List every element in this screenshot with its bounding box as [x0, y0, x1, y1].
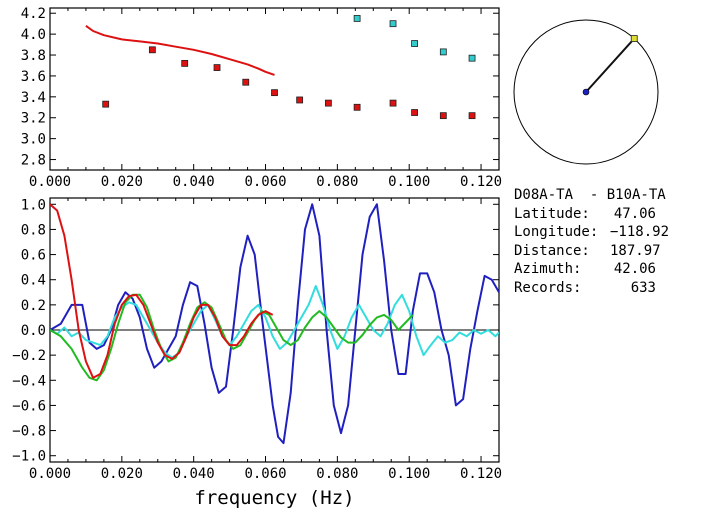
x-tick-label: 0.100	[388, 466, 430, 482]
y-tick-label: 1.0	[21, 197, 46, 213]
y-tick-label: 4.2	[21, 6, 46, 22]
y-tick-label: 0.2	[21, 298, 46, 314]
distance-row: Distance: 187.97	[514, 242, 703, 261]
azimuth-row: Azimuth: 42.06	[514, 260, 703, 279]
y-tick-label: 0.4	[21, 273, 46, 289]
series-line-2	[50, 293, 414, 382]
station-info-panel: D08A-TA - B10A-TA Latitude: 47.06 Longitu…	[514, 186, 703, 297]
data-point	[389, 20, 397, 28]
y-tick-label: 2.8	[21, 153, 46, 169]
x-tick-label: 0.080	[316, 174, 358, 190]
azimuth-pointer	[585, 37, 635, 93]
data-point	[353, 15, 361, 22]
top-series	[85, 15, 476, 120]
x-tick-label: 0.100	[388, 174, 430, 190]
longitude-value: −118.92	[610, 224, 670, 240]
y-tick-label: −0.4	[12, 373, 46, 389]
data-point	[468, 112, 476, 120]
y-tick-label: 3.8	[21, 48, 46, 64]
x-tick-label: 0.040	[173, 174, 215, 190]
x-tick-label: 0.000	[29, 466, 71, 482]
latitude-row: Latitude: 47.06	[514, 205, 703, 224]
x-tick-label: 0.000	[29, 174, 71, 190]
top-frame	[49, 7, 500, 171]
azimuth-value: 42.06	[613, 261, 656, 277]
data-point	[411, 40, 418, 47]
data-point	[324, 99, 332, 107]
bottom-series	[50, 203, 499, 445]
y-tick-label: −0.8	[12, 424, 46, 440]
data-point	[271, 89, 278, 97]
data-point	[389, 99, 397, 107]
y-tick-label: 3.2	[21, 111, 46, 127]
x-tick-label: 0.120	[460, 174, 502, 190]
data-point	[439, 48, 447, 56]
data-point	[411, 109, 418, 116]
y-tick-label: −1.0	[12, 449, 46, 465]
data-point	[102, 100, 110, 108]
records-row: Records: 633	[514, 279, 703, 298]
dial-circle	[513, 19, 659, 165]
x-tick-label: 0.020	[101, 466, 143, 482]
y-tick-label: −0.2	[12, 348, 46, 364]
y-tick-label: 3.6	[21, 69, 46, 85]
y-tick-label: 0.0	[21, 323, 46, 339]
distance-label: Distance:	[514, 242, 590, 259]
azimuth-marker	[630, 35, 638, 42]
data-point	[242, 78, 250, 86]
velocity-scatter-plot: 0.000 0.020 0.040 0.060 0.080 0.100 0.120 2.8 3.…	[21, 6, 502, 190]
data-point	[468, 54, 476, 62]
y-tick-label: −0.6	[12, 398, 46, 414]
y-tick-label: 4.0	[21, 27, 46, 43]
records-label: Records:	[514, 279, 582, 296]
y-tick-label: 0.6	[21, 248, 46, 264]
x-tick-label: 0.060	[244, 466, 286, 482]
x-tick-label: 0.120	[460, 466, 502, 482]
longitude-label: Longitude:	[514, 224, 599, 240]
x-tick-label: 0.080	[316, 466, 358, 482]
x-tick-label: 0.060	[244, 174, 286, 190]
data-point	[439, 112, 447, 120]
records-value: 633	[630, 279, 656, 296]
coherence-line-plot: 0.000 0.020 0.040 0.060 0.080 0.100 0.120 1.0 0.…	[12, 197, 502, 509]
y-tick-label: 3.4	[21, 90, 46, 106]
data-point	[296, 96, 304, 104]
x-tick-label: 0.020	[101, 174, 143, 190]
series-line-2	[85, 24, 275, 76]
data-point	[353, 103, 361, 111]
azimuth-label: Azimuth:	[514, 261, 582, 277]
y-tick-label: 0.8	[21, 222, 46, 238]
azimuth-dial	[513, 19, 659, 165]
latitude-label: Latitude:	[514, 205, 590, 222]
data-point	[213, 64, 221, 71]
data-point	[181, 59, 189, 67]
series-line-3	[50, 203, 274, 379]
dial-center	[582, 88, 590, 96]
data-point	[148, 46, 156, 54]
station-pair-title: D08A-TA - B10A-TA	[514, 187, 666, 203]
x-axis-label: frequency (Hz)	[194, 487, 354, 509]
longitude-row: Longitude: −118.92	[514, 223, 703, 242]
latitude-value: 47.06	[613, 205, 656, 222]
y-tick-label: 3.0	[21, 132, 46, 148]
series-line-1	[50, 285, 499, 359]
x-tick-label: 0.040	[173, 466, 215, 482]
distance-value: 187.97	[610, 242, 661, 259]
